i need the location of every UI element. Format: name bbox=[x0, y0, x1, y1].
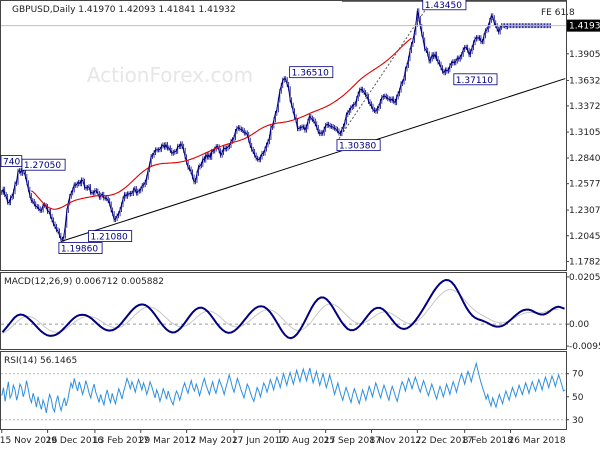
macd-main-line bbox=[1, 278, 565, 340]
date-axis-label: 22 Dec 2017 bbox=[415, 436, 473, 446]
current-price-label: 1.41932 bbox=[569, 22, 600, 32]
swing-label-box bbox=[0, 155, 23, 167]
price-axis-label: 1.28400 bbox=[569, 154, 600, 164]
swing-label-box bbox=[58, 242, 103, 254]
projection-line bbox=[338, 10, 426, 139]
price-axis-label: 1.25775 bbox=[569, 180, 600, 190]
date-axis-label: 13 Feb 2017 bbox=[93, 436, 149, 446]
date-axis-label: 12 May 2017 bbox=[185, 436, 244, 446]
rsi-axis-label: 30 bbox=[572, 416, 584, 426]
macd-axis: 0.020535 0.00 -0.009525 bbox=[566, 273, 600, 352]
swing-label: 1.43450 bbox=[425, 1, 462, 11]
price-axis-label: 1.31050 bbox=[569, 128, 600, 138]
swing-label-box bbox=[422, 0, 467, 11]
rsi-title: RSI(14) 56.1465 bbox=[4, 356, 77, 366]
date-axis-label: 27 Jun 2017 bbox=[232, 436, 286, 446]
date-axis-label: 10 Aug 2017 bbox=[278, 436, 336, 446]
rsi-axis-label: 70 bbox=[572, 370, 584, 380]
swing-label-box bbox=[336, 139, 381, 152]
price-axis-label: 1.33725 bbox=[569, 102, 600, 112]
rsi-title-name: RSI(14) bbox=[4, 356, 37, 366]
price-axis-label: 1.17825 bbox=[569, 257, 600, 267]
rsi-panel-frame bbox=[0, 351, 567, 430]
swing-label: 740 bbox=[3, 158, 20, 168]
date-axis-label: 15 Nov 2016 bbox=[0, 436, 58, 446]
swing-label-box bbox=[453, 73, 498, 86]
date-axis-label: 25 Sep 2017 bbox=[324, 436, 381, 446]
swing-label: 1.30380 bbox=[339, 142, 376, 152]
rsi-title-group: RSI(14) 56.1465 bbox=[4, 356, 77, 366]
rsi-axis-label: 50 bbox=[572, 393, 584, 403]
swing-label: 1.21080 bbox=[90, 233, 127, 243]
swing-label-box bbox=[88, 230, 133, 243]
rsi-line bbox=[1, 361, 566, 414]
date-axis-label: 29 Dec 2016 bbox=[46, 436, 104, 446]
macd-title-name: MACD(12,26,9) bbox=[4, 277, 72, 287]
date-axis-label: 8 Nov 2017 bbox=[370, 436, 422, 446]
watermark: ActionForex.com bbox=[87, 63, 253, 87]
macd-panel-frame bbox=[0, 272, 567, 350]
swing-label: 1.27050 bbox=[24, 161, 61, 171]
rsi-layer bbox=[1, 361, 566, 421]
price-axis-label: 1.36325 bbox=[569, 76, 600, 86]
axis-layer: 1.41932 1.39050 1.36325 1.33725 1.31050 1.284… bbox=[0, 19, 600, 446]
price-axis-label: 1.23075 bbox=[569, 206, 600, 216]
swing-labels: 1.43450 1.36510 1.27050 1.30380 1.37110 1.210… bbox=[0, 0, 498, 255]
current-price-tag bbox=[567, 19, 600, 32]
macd-title-values: 0.006712 0.005882 bbox=[75, 277, 164, 287]
macd-title: MACD(12,26,9) 0.006712 0.005882 bbox=[4, 277, 164, 287]
swing-label: 1.37110 bbox=[456, 76, 493, 86]
date-axis-label: 26 Mar 2018 bbox=[509, 436, 566, 446]
macd-axis-label: 0.00 bbox=[569, 320, 589, 330]
rsi-title-values: 56.1465 bbox=[40, 356, 77, 366]
swing-label: 1.19860 bbox=[61, 245, 98, 255]
moving-average-line bbox=[31, 37, 412, 210]
date-axis-label: 29 Mar 2017 bbox=[139, 436, 196, 446]
macd-axis-label: -0.009525 bbox=[569, 342, 600, 352]
fe-label: FE 61.8 bbox=[541, 8, 575, 18]
macd-title-group: MACD(12,26,9) 0.006712 0.005882 bbox=[4, 277, 164, 287]
trendline bbox=[60, 78, 566, 243]
price-panel-frame bbox=[0, 0, 567, 271]
macd-signal-line bbox=[2, 289, 559, 334]
price-panel-title: GBPUSD,Daily 1.41970 1.42093 1.41841 1.4… bbox=[12, 5, 236, 15]
macd-axis-label: 0.020535 bbox=[569, 273, 600, 283]
swing-label: 1.36510 bbox=[292, 69, 329, 79]
price-axis: 1.41932 1.39050 1.36325 1.33725 1.31050 1.284… bbox=[566, 19, 600, 267]
price-layer: 1.43450 1.36510 1.27050 1.30380 1.37110 1.210… bbox=[0, 0, 566, 255]
date-axis-label: 8 Feb 2018 bbox=[463, 436, 514, 446]
swing-label-box bbox=[289, 66, 334, 79]
macd-layer bbox=[1, 278, 566, 340]
price-axis-label: 1.20450 bbox=[569, 232, 600, 242]
price-axis-label: 1.39050 bbox=[569, 50, 600, 60]
rsi-axis: 70 50 30 bbox=[566, 370, 584, 426]
